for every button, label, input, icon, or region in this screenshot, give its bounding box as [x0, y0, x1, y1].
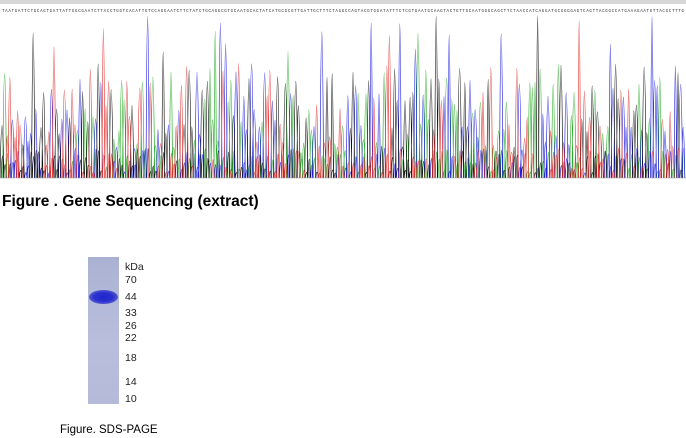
trace-t — [5, 20, 680, 179]
gel-lane — [88, 257, 119, 404]
marker-label: 10 — [125, 393, 137, 405]
marker-label: 22 — [125, 332, 137, 344]
marker-label: 14 — [125, 376, 137, 388]
sds-page-figure-caption: Figure. SDS-PAGE — [60, 424, 158, 436]
marker-label: 70 — [125, 274, 137, 286]
marker-label: 33 — [125, 307, 137, 319]
protein-band — [89, 290, 118, 304]
marker-label: 44 — [125, 291, 137, 303]
base-call-text: TAATGATTCTGCAGTGATTATTGGCGAATCTTACCTGGTC… — [2, 10, 684, 14]
marker-unit-label: kDa — [125, 261, 144, 273]
marker-label: 18 — [125, 352, 137, 364]
base-call-strip — [0, 0, 686, 4]
sequencing-chromatogram: TAATGATTCTGCAGTGATTATTGGCGAATCTTACCTGGTC… — [0, 0, 686, 184]
chromatogram-plot: TAATGATTCTGCAGTGATTATTGGCGAATCTTACCTGGTC… — [0, 0, 686, 179]
sequencing-figure-caption: Figure . Gene Sequencing (extract) — [2, 193, 259, 210]
marker-label: 26 — [125, 320, 137, 332]
